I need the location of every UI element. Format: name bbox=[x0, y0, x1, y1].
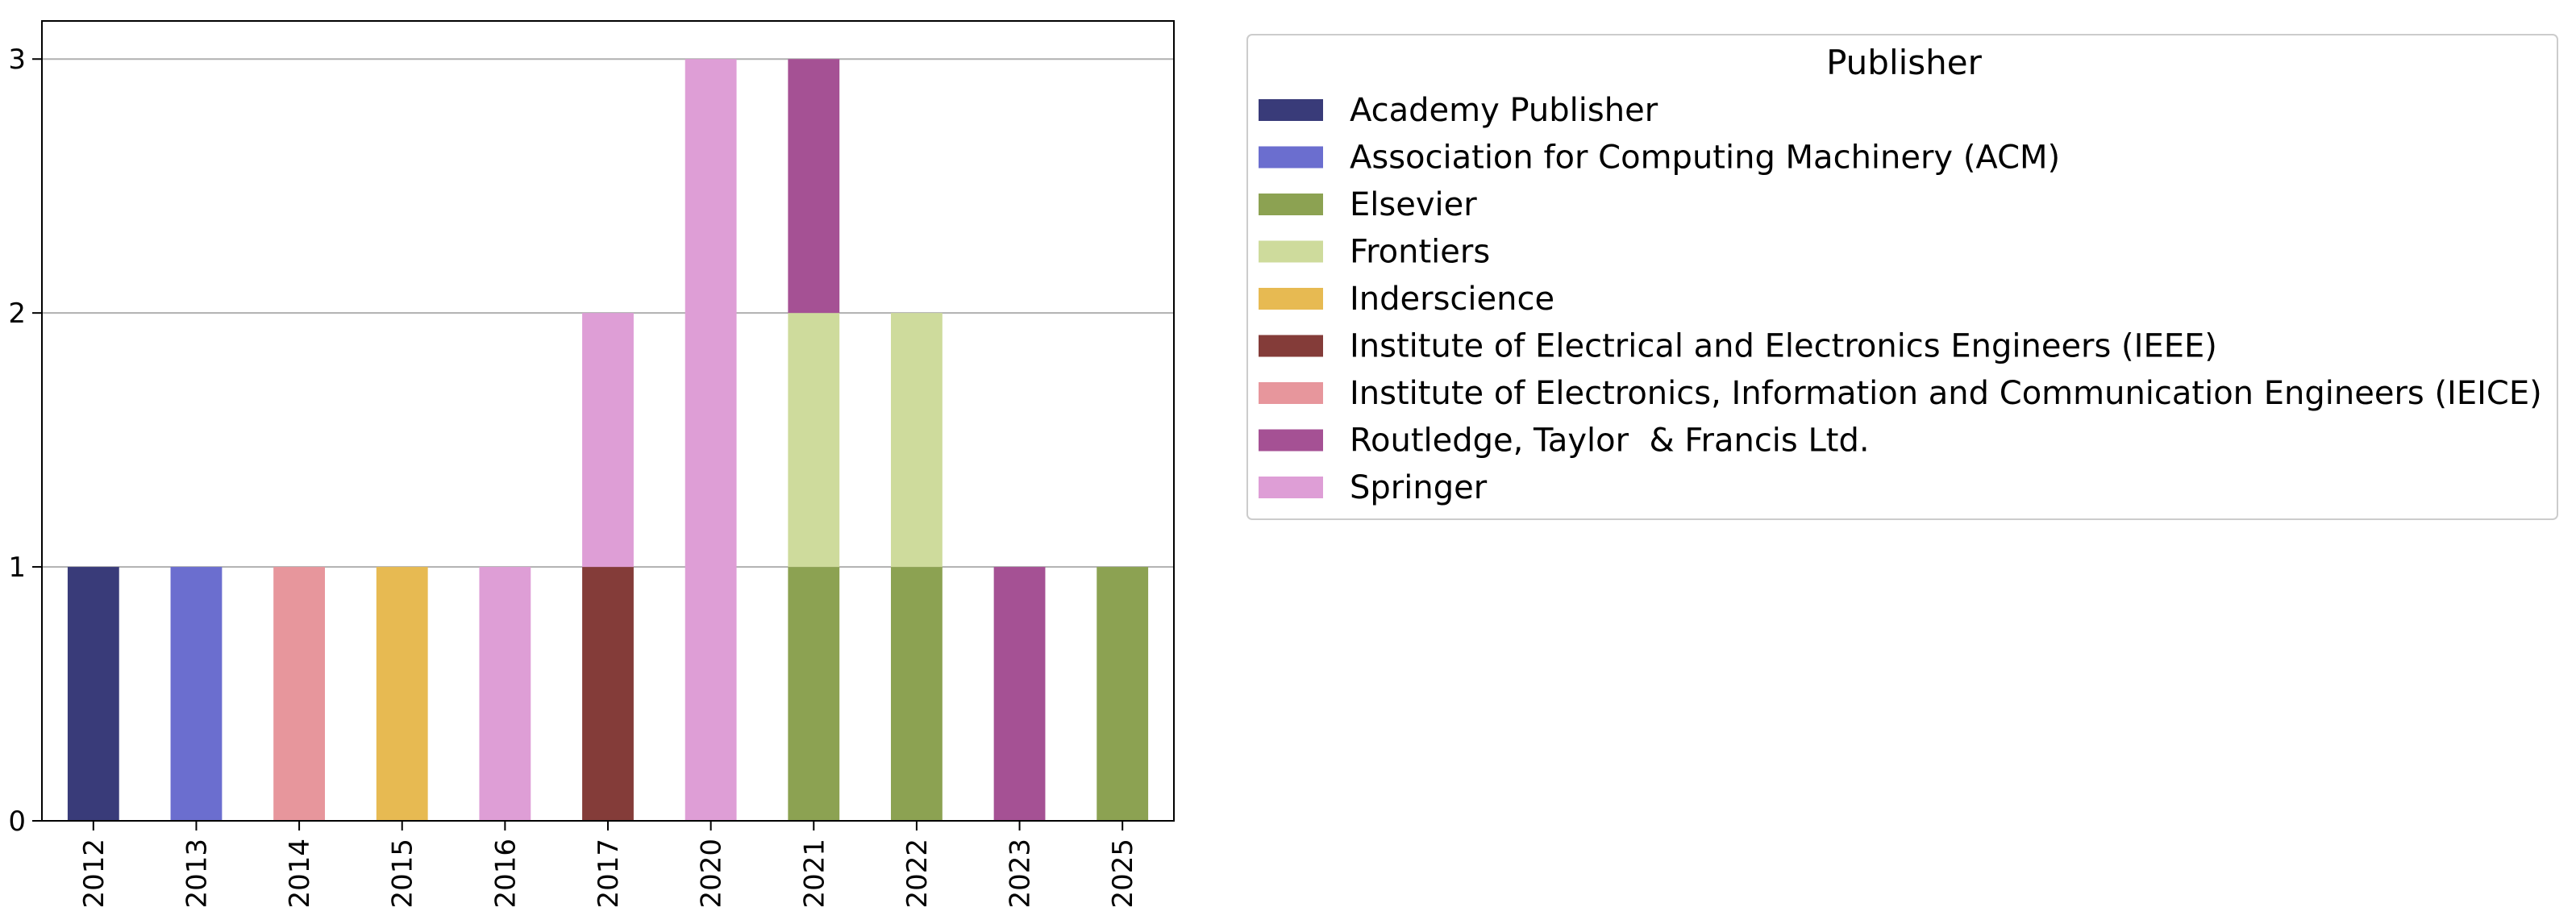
x-tick-label: 2013 bbox=[181, 839, 213, 909]
bar-segment bbox=[170, 567, 223, 821]
y-tick-label: 0 bbox=[8, 806, 26, 838]
x-tick-label: 2023 bbox=[1005, 839, 1037, 909]
x-tick-label: 2015 bbox=[387, 839, 419, 909]
x-tick-label: 2014 bbox=[284, 839, 316, 909]
x-tick-label: 2025 bbox=[1107, 839, 1139, 909]
x-tick-label: 2021 bbox=[798, 839, 830, 909]
legend-label: Inderscience bbox=[1350, 281, 1554, 318]
legend-swatch bbox=[1259, 335, 1323, 357]
y-tick-label: 3 bbox=[8, 44, 26, 76]
x-tick-label: 2012 bbox=[78, 839, 110, 909]
legend-label: Association for Computing Machinery (ACM… bbox=[1350, 139, 2060, 177]
x-tick-label: 2020 bbox=[696, 839, 728, 909]
legend-title: Publisher bbox=[1826, 43, 1983, 82]
bar-segment bbox=[1097, 567, 1149, 821]
x-tick-label: 2017 bbox=[593, 839, 625, 909]
y-axis: 0 1 2 3 bbox=[8, 44, 42, 838]
bar-segment bbox=[685, 59, 737, 821]
bar-segment bbox=[582, 313, 634, 568]
bar-segment bbox=[479, 567, 531, 821]
legend-label: Routledge, Taylor & Francis Ltd. bbox=[1350, 423, 1870, 460]
legend-swatch bbox=[1259, 288, 1323, 310]
bars bbox=[67, 59, 1149, 821]
bar-segment bbox=[67, 567, 119, 821]
legend-swatch bbox=[1259, 477, 1323, 498]
legend-swatch bbox=[1259, 240, 1323, 263]
legend-swatch bbox=[1259, 146, 1323, 169]
bar-segment bbox=[273, 567, 325, 821]
legend-frame bbox=[1246, 34, 2558, 520]
bar-segment bbox=[376, 567, 428, 821]
y-tick-label: 1 bbox=[8, 552, 26, 584]
bar-segment bbox=[788, 59, 840, 314]
legend-label: Frontiers bbox=[1350, 234, 1490, 271]
legend-label: Academy Publisher bbox=[1350, 92, 1658, 129]
x-axis: 2012 2013 2014 2015 2016 2017 2020 2021 2022 2023… bbox=[78, 821, 1139, 909]
x-tick-label: 2022 bbox=[901, 839, 934, 909]
bar-segment bbox=[891, 567, 943, 821]
legend-swatch bbox=[1259, 99, 1323, 121]
bar-segment bbox=[582, 567, 634, 821]
bar-segment bbox=[993, 567, 1046, 821]
legend-swatch bbox=[1259, 382, 1323, 404]
bar-segment bbox=[788, 567, 840, 821]
x-tick-label: 2016 bbox=[489, 839, 522, 909]
bar-segment bbox=[788, 313, 840, 568]
legend-label: Institute of Electrical and Electronics … bbox=[1350, 328, 2217, 365]
bar-segment bbox=[891, 313, 943, 568]
legend-label: Springer bbox=[1350, 469, 1488, 506]
legend-label: Institute of Electronics, Information an… bbox=[1350, 375, 2542, 412]
legend: Publisher Academy Publisher Association f… bbox=[1246, 34, 2558, 520]
legend-swatch bbox=[1259, 429, 1323, 452]
legend-label: Elsevier bbox=[1350, 186, 1477, 223]
legend-swatch bbox=[1259, 194, 1323, 215]
y-tick-label: 2 bbox=[8, 298, 26, 330]
